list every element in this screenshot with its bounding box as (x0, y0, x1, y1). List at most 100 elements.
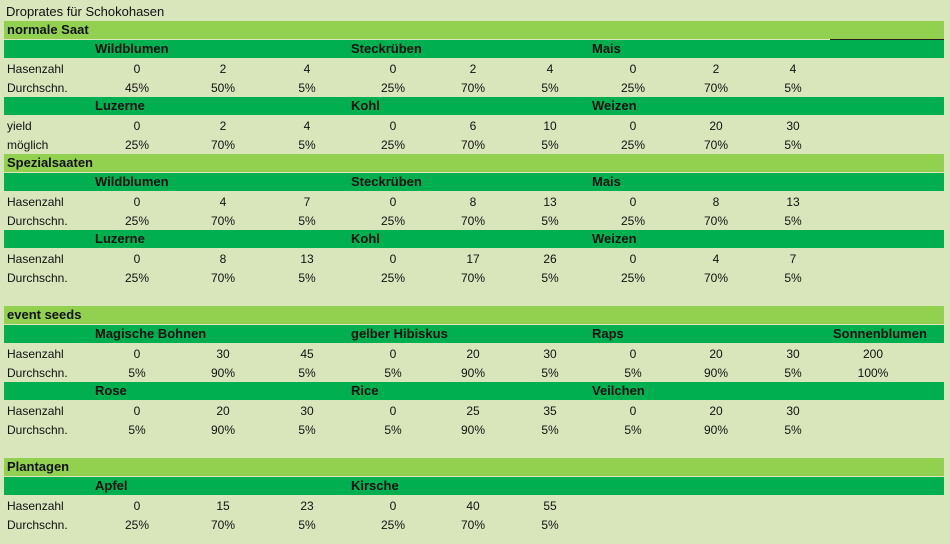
table-cell: 5% (784, 366, 802, 380)
table-cell: 70% (703, 81, 729, 95)
table-cell: 70% (210, 518, 236, 532)
table-cell: 20 (709, 404, 723, 418)
table-cell: 25% (124, 214, 150, 228)
table-cell: 5% (541, 518, 559, 532)
table-cell: 8 (219, 252, 227, 266)
row-label: Durchschn. (7, 214, 68, 228)
table-cell: 90% (460, 423, 486, 437)
table-cell: 90% (703, 423, 729, 437)
table-cell: 5% (298, 138, 316, 152)
table-cell: 2 (219, 119, 227, 133)
table-cell: 25% (380, 214, 406, 228)
crop-header-bar: Luzerne Kohl Weizen (4, 230, 944, 248)
crop-header-bar: Wildblumen Steckrüben Mais (4, 173, 944, 191)
table-cell: 25% (124, 518, 150, 532)
table-cell: 25% (380, 138, 406, 152)
table-cell: 70% (703, 138, 729, 152)
table-cell: 5% (784, 81, 802, 95)
table-cell: 70% (210, 271, 236, 285)
table-cell: 25% (380, 518, 406, 532)
table-cell: 5% (541, 423, 559, 437)
table-cell: 0 (389, 62, 397, 76)
table-cell: 70% (460, 138, 486, 152)
table-cell: 5% (624, 423, 642, 437)
table-cell: 5% (298, 518, 316, 532)
table-cell: 30 (786, 404, 800, 418)
page-title: Droprates für Schokohasen (6, 4, 165, 19)
table-cell: 17 (466, 252, 480, 266)
table-cell: 5% (384, 423, 402, 437)
section-header: Spezialsaaten (4, 154, 944, 172)
table-row: Durchschn. 45% 50% 5% 25% 70% 5% 25% 70% 5% (0, 79, 950, 98)
table-cell: 20 (466, 347, 480, 361)
table-row: Durchschn. 25% 70% 5% 25% 70% 5% (0, 516, 950, 535)
table-cell: 35 (543, 404, 557, 418)
table-cell: 25% (620, 271, 646, 285)
row-label: Durchschn. (7, 81, 68, 95)
table-cell: 4 (303, 62, 311, 76)
crop-name: Apfel (95, 478, 128, 493)
table-cell: 25% (620, 81, 646, 95)
table-cell: 5% (784, 138, 802, 152)
row-label: Hasenzahl (7, 252, 64, 266)
table-cell: 70% (460, 81, 486, 95)
crop-name: Luzerne (95, 231, 145, 246)
table-cell: 13 (786, 195, 800, 209)
table-cell: 20 (709, 119, 723, 133)
table-cell: 6 (469, 119, 477, 133)
table-cell: 70% (210, 138, 236, 152)
table-cell: 70% (460, 214, 486, 228)
table-cell: 20 (709, 347, 723, 361)
table-cell: 13 (300, 252, 314, 266)
table-cell: 30 (786, 119, 800, 133)
table-cell: 50% (210, 81, 236, 95)
table-cell: 0 (133, 347, 141, 361)
table-cell: 25 (466, 404, 480, 418)
crop-header-bar: Apfel Kirsche (4, 477, 944, 495)
crop-header-bar: Rose Rice Veilchen (4, 382, 944, 400)
table-row: Hasenzahl 0 15 23 0 40 55 (0, 497, 950, 516)
table-cell: 0 (389, 404, 397, 418)
table-cell: 2 (469, 62, 477, 76)
table-cell: 70% (460, 271, 486, 285)
table-cell: 0 (133, 62, 141, 76)
table-row: Hasenzahl 0 8 13 0 17 26 0 4 7 (0, 250, 950, 269)
table-cell: 25% (620, 138, 646, 152)
row-label: Durchschn. (7, 423, 68, 437)
row-label: Durchschn. (7, 366, 68, 380)
table-cell: 0 (133, 252, 141, 266)
table-cell: 5% (298, 271, 316, 285)
table-cell: 25% (124, 138, 150, 152)
table-cell: 0 (629, 347, 637, 361)
table-row: Hasenzahl 0 30 45 0 20 30 0 20 30 200 (0, 345, 950, 364)
crop-name: Weizen (592, 98, 637, 113)
table-cell: 0 (389, 252, 397, 266)
crop-header-bar: Magische Bohnen gelber Hibiskus Raps Sonnen… (4, 325, 944, 343)
table-cell: 70% (210, 214, 236, 228)
table-row: Durchschn. 25% 70% 5% 25% 70% 5% 25% 70% 5% (0, 269, 950, 288)
table-cell: 5% (784, 214, 802, 228)
table-cell: 0 (629, 404, 637, 418)
table-cell: 4 (712, 252, 720, 266)
table-cell: 90% (703, 366, 729, 380)
row-label: Hasenzahl (7, 404, 64, 418)
table-cell: 5% (298, 366, 316, 380)
table-cell: 5% (541, 81, 559, 95)
table-cell: 70% (703, 214, 729, 228)
table-cell: 10 (543, 119, 557, 133)
table-cell: 30 (786, 347, 800, 361)
table-cell: 20 (216, 404, 230, 418)
crop-name: Rose (95, 383, 127, 398)
crop-name: Sonnenblumen (833, 326, 927, 341)
table-cell: 4 (546, 62, 554, 76)
table-cell: 4 (303, 119, 311, 133)
crop-name: gelber Hibiskus (351, 326, 448, 341)
table-cell: 0 (629, 195, 637, 209)
table-cell: 5% (624, 366, 642, 380)
table-cell: 0 (389, 347, 397, 361)
table-cell: 200 (862, 347, 884, 361)
table-cell: 0 (629, 62, 637, 76)
header-rule (830, 39, 944, 40)
table-cell: 13 (543, 195, 557, 209)
table-row: Durchschn. 25% 70% 5% 25% 70% 5% 25% 70% 5% (0, 212, 950, 231)
